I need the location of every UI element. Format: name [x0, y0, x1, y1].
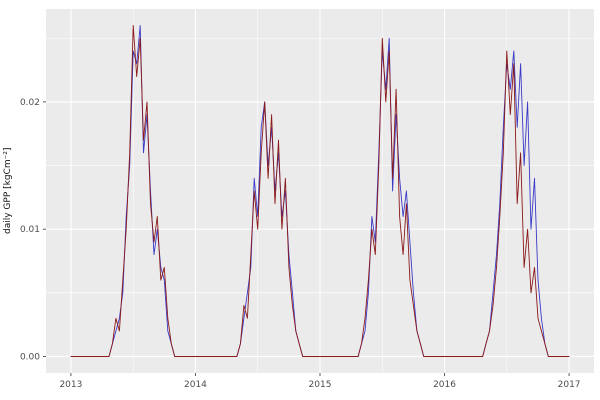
x-tick-label: 2016 [433, 380, 456, 390]
series-line-darkred [70, 25, 570, 357]
y-tick-label: 0.02 [20, 98, 40, 108]
x-tick-label: 2013 [59, 380, 82, 390]
y-tick-label: 0.00 [20, 352, 40, 362]
x-tick-label: 2014 [184, 380, 207, 390]
x-tick-label: 2015 [309, 380, 332, 390]
y-tick-label: 0.01 [20, 225, 40, 235]
x-tick-label: 2017 [558, 380, 581, 390]
